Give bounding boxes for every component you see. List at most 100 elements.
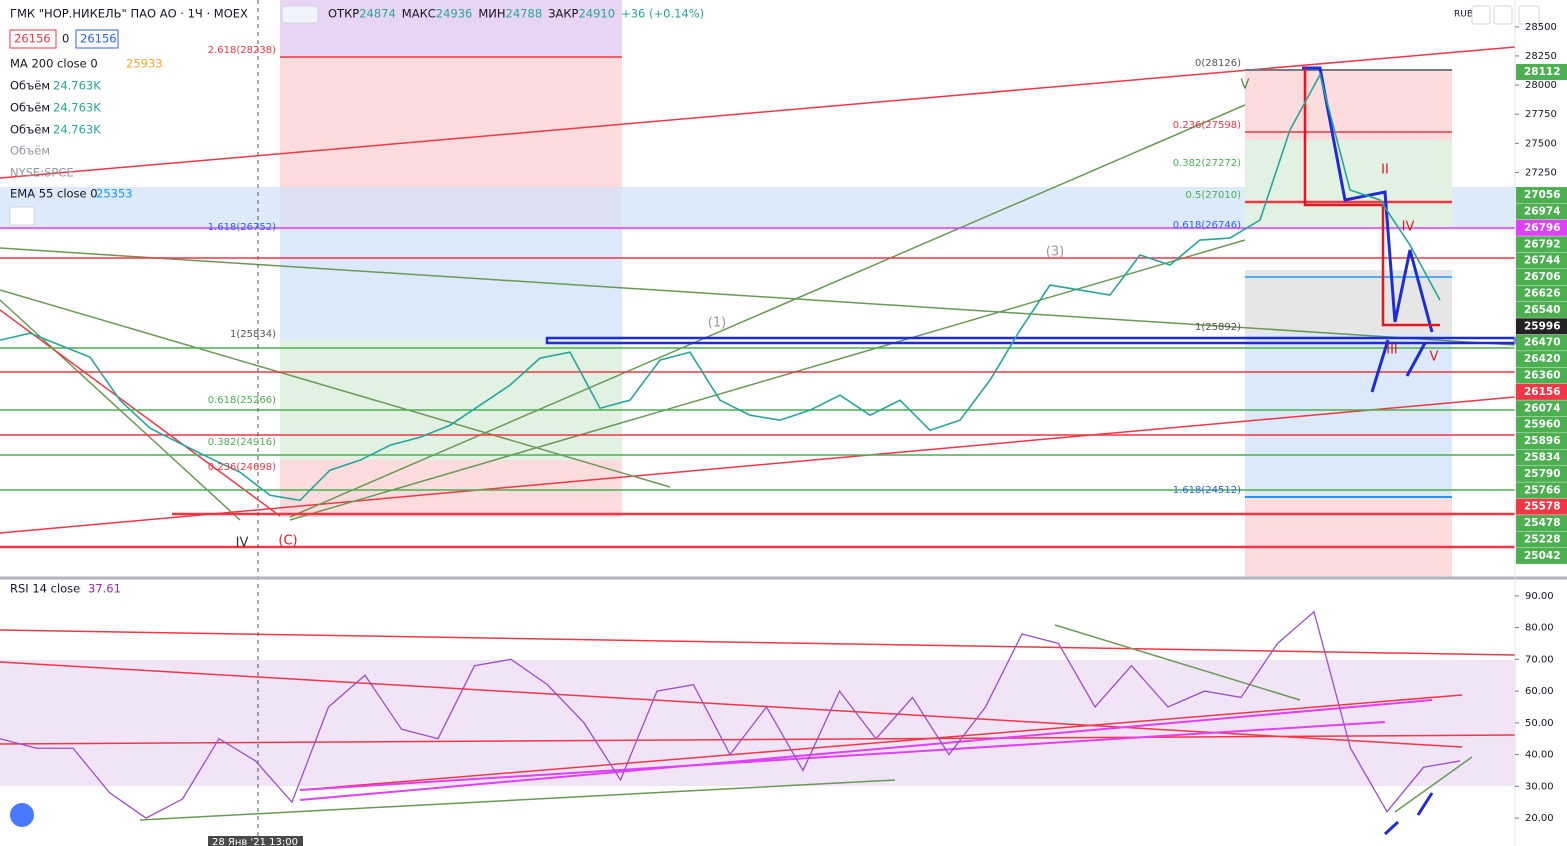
trend-line bbox=[289, 104, 1246, 518]
wave-label: IV bbox=[236, 536, 249, 551]
button[interactable] bbox=[1493, 5, 1513, 25]
price-label-box bbox=[1516, 383, 1567, 400]
ema-name: EMA 55 close 0 bbox=[10, 187, 98, 201]
wave-label: III bbox=[1386, 343, 1398, 358]
vol-name: Объём bbox=[10, 123, 50, 137]
price-label: 28112 bbox=[1524, 66, 1561, 78]
rsi-value: 37.61 bbox=[88, 582, 121, 596]
price-label-box bbox=[1516, 236, 1567, 253]
wave-label: (3) bbox=[1046, 245, 1064, 260]
hidden-indicator: NYSE:SPCE bbox=[10, 166, 74, 180]
vol-value: 24.763K bbox=[53, 79, 101, 93]
fib-zone bbox=[280, 340, 622, 460]
ohlc-value: 24910 bbox=[578, 7, 615, 21]
y-tick-label: 28000 bbox=[1525, 80, 1557, 91]
trend-line bbox=[0, 309, 281, 517]
price-label: 25834 bbox=[1524, 451, 1561, 463]
fib-zone bbox=[1245, 333, 1452, 497]
arrow bbox=[1405, 342, 1427, 377]
fib-label: 2.618(28238) bbox=[208, 45, 276, 56]
price-label: 25578 bbox=[1524, 501, 1561, 513]
vol-name: Объём bbox=[10, 101, 50, 115]
y-tick-label: 28500 bbox=[1525, 22, 1557, 33]
ohlc-label: ЗАКР bbox=[548, 7, 578, 21]
fib-label: 0.236(27598) bbox=[1173, 120, 1241, 131]
hidden-indicator: Объём bbox=[10, 144, 50, 158]
fib-zone bbox=[1245, 270, 1452, 333]
price: 26156 bbox=[80, 32, 117, 46]
price-label-box bbox=[1516, 219, 1567, 236]
y-tick-label: 27750 bbox=[1525, 109, 1557, 120]
price-label: 26706 bbox=[1524, 271, 1561, 283]
trend-line bbox=[0, 289, 671, 488]
wave-label: IV bbox=[1402, 220, 1415, 235]
y-tick-label: 40.00 bbox=[1525, 750, 1554, 761]
price-label: 26792 bbox=[1524, 238, 1561, 250]
fib-label: 0(28126) bbox=[1195, 58, 1241, 69]
price-label: 26744 bbox=[1524, 255, 1561, 267]
zero: 0 bbox=[62, 32, 69, 46]
icons[interactable] bbox=[281, 5, 319, 24]
price-label-box bbox=[1516, 367, 1567, 384]
change: +36 (+0.14%) bbox=[621, 7, 704, 21]
arrow bbox=[1383, 820, 1400, 836]
price-label: 26974 bbox=[1524, 205, 1561, 217]
price-line bbox=[0, 72, 1441, 502]
vol-name: Объём bbox=[10, 79, 50, 93]
fib-label: 0.236(24698) bbox=[208, 462, 276, 473]
y-tick-label: 80.00 bbox=[1525, 623, 1554, 634]
price-label: 26626 bbox=[1524, 287, 1561, 299]
fib-zone bbox=[1245, 70, 1452, 140]
price-label: 25996 bbox=[1524, 320, 1561, 332]
price-label-box bbox=[1516, 547, 1567, 564]
y-tick-label: 90.00 bbox=[1525, 591, 1554, 602]
price-label-box bbox=[1516, 465, 1567, 482]
fib-label: 0.618(25266) bbox=[208, 395, 276, 406]
fib-label: 1(25892) bbox=[1195, 322, 1241, 333]
fib-label: 0.382(27272) bbox=[1173, 158, 1241, 169]
time-label: 28 Янв '21 13:00 bbox=[212, 837, 298, 846]
time-badge bbox=[208, 836, 303, 846]
price-label: 26796 bbox=[1524, 222, 1561, 234]
price-label-box bbox=[1516, 416, 1567, 433]
rsi-line bbox=[1054, 624, 1301, 701]
ma-name: MA 200 close 0 bbox=[10, 57, 98, 71]
rsi-line bbox=[0, 629, 1516, 656]
price-label: 26360 bbox=[1524, 369, 1561, 381]
price-label-box bbox=[1516, 515, 1567, 532]
y-tick-label: 70.00 bbox=[1525, 654, 1554, 665]
wave-label: (1) bbox=[708, 316, 726, 331]
fib-label: 0.382(24916) bbox=[208, 437, 276, 448]
price-label: 25896 bbox=[1524, 435, 1561, 447]
price-label-box bbox=[1516, 400, 1567, 417]
y-tick-label: 30.00 bbox=[1525, 781, 1554, 792]
rsi-line bbox=[299, 721, 1386, 791]
trend-line bbox=[0, 396, 1516, 534]
currency: RUB bbox=[1454, 10, 1473, 20]
logo[interactable] bbox=[10, 803, 34, 827]
rsi-title: RSI 14 close bbox=[10, 582, 80, 596]
price-label: 25766 bbox=[1524, 484, 1561, 496]
trend-line bbox=[289, 239, 1246, 521]
price-label: 26074 bbox=[1524, 402, 1561, 414]
button[interactable] bbox=[1518, 5, 1540, 25]
fib-label: 0.618(26746) bbox=[1173, 220, 1241, 231]
wave-label: V bbox=[1430, 350, 1439, 365]
fib-label: 1(25834) bbox=[230, 329, 276, 340]
price-box bbox=[9, 29, 57, 49]
rsi-line bbox=[299, 694, 1463, 791]
collapse-button[interactable] bbox=[9, 206, 35, 226]
price-label: 27056 bbox=[1524, 189, 1561, 201]
price-label: 25478 bbox=[1524, 517, 1561, 529]
rsi-line bbox=[1394, 756, 1473, 813]
legend: ГМК "НОР.НИКЕЛЬ" ПАО АО · 1Ч · MOEX RUB … bbox=[9, 5, 1540, 846]
vol-value: 24.763K bbox=[53, 123, 101, 137]
ohlc-label: МАКС bbox=[402, 7, 436, 21]
fib-zone bbox=[1245, 497, 1452, 578]
trend-line bbox=[0, 46, 1516, 179]
price-label-box bbox=[1516, 187, 1567, 204]
y-tick-label: 60.00 bbox=[1525, 686, 1554, 697]
button[interactable] bbox=[1471, 5, 1491, 25]
